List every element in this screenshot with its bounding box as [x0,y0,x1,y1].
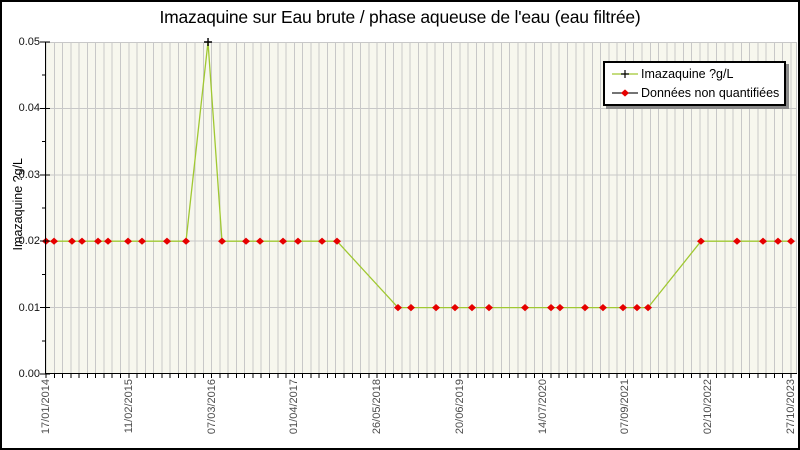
non-quantified-point-diamond-icon [618,304,627,312]
non-quantified-point-diamond-icon [406,304,415,312]
legend-item-imazaquine: Imazaquine ?g/L [609,65,780,83]
non-quantified-point-diamond-icon [67,237,76,245]
legend-item-non-quantifiees: Données non quantifiées [609,84,780,102]
non-quantified-point-diamond-icon [94,237,103,245]
non-quantified-point-diamond-icon [773,237,782,245]
non-quantified-point-diamond-icon [138,237,147,245]
x-tick-label: 02/10/2022 [702,379,715,435]
y-tick-label: 0.01 [18,301,40,314]
y-tick-label: 0.04 [18,102,40,115]
non-quantified-point-diamond-icon [293,237,302,245]
legend-marker-line-diamond-icon [612,89,638,97]
y-tick-label: 0.03 [18,168,40,181]
non-quantified-point-diamond-icon [162,237,171,245]
non-quantified-point-diamond-icon [50,237,59,245]
non-quantified-point-diamond-icon [547,304,556,312]
non-quantified-point-diamond-icon [333,237,342,245]
legend-label: Données non quantifiées [641,86,780,100]
non-quantified-point-diamond-icon [581,304,590,312]
non-quantified-point-diamond-icon [732,237,741,245]
non-quantified-point-diamond-icon [218,237,227,245]
non-quantified-point-diamond-icon [696,237,705,245]
y-tick-label: 0.02 [18,235,40,248]
x-tick-label: 07/09/2021 [619,379,632,435]
non-quantified-point-diamond-icon [521,304,530,312]
non-quantified-point-diamond-icon [450,304,459,312]
non-quantified-point-diamond-icon [484,304,493,312]
non-quantified-point-diamond-icon [786,237,795,245]
non-quantified-point-diamond-icon [632,304,641,312]
non-quantified-point-diamond-icon [124,237,133,245]
non-quantified-point-diamond-icon [759,237,768,245]
non-quantified-point-diamond-icon [555,304,564,312]
non-quantified-point-diamond-icon [598,304,607,312]
y-tick-label: 0.05 [18,36,40,48]
x-tick-label: 11/02/2015 [122,379,135,434]
non-quantified-point-diamond-icon [279,237,288,245]
non-quantified-point-diamond-icon [432,304,441,312]
non-quantified-point-diamond-icon [255,237,264,245]
non-quantified-point-diamond-icon [644,304,653,312]
x-tick-label: 20/06/2019 [453,379,466,435]
chart-title: Imazaquine sur Eau brute / phase aqueuse… [159,7,641,27]
legend-marker-line-cross-icon [612,70,638,78]
legend-label: Imazaquine ?g/L [641,67,734,81]
x-tick-label: 01/04/2017 [288,379,301,435]
x-tick-label: 26/05/2018 [371,379,384,435]
x-tick-label: 27/10/2023 [785,379,797,435]
x-tick-label: 14/07/2020 [536,379,549,435]
non-quantified-point-diamond-icon [467,304,476,312]
x-tick-label: 07/03/2016 [205,379,218,435]
non-quantified-point-diamond-icon [77,237,86,245]
non-quantified-point-diamond-icon [104,237,113,245]
legend-box: Imazaquine ?g/L Données non quantifiées [603,61,786,106]
non-quantified-point-diamond-icon [318,237,327,245]
non-quantified-point-diamond-icon [242,237,251,245]
non-quantified-point-diamond-icon [393,304,402,312]
quantified-point-cross-icon [204,38,213,46]
x-tick-label: 17/01/2014 [40,379,52,435]
non-quantified-point-diamond-icon [182,237,190,245]
y-tick-label: 0.00 [18,368,40,380]
